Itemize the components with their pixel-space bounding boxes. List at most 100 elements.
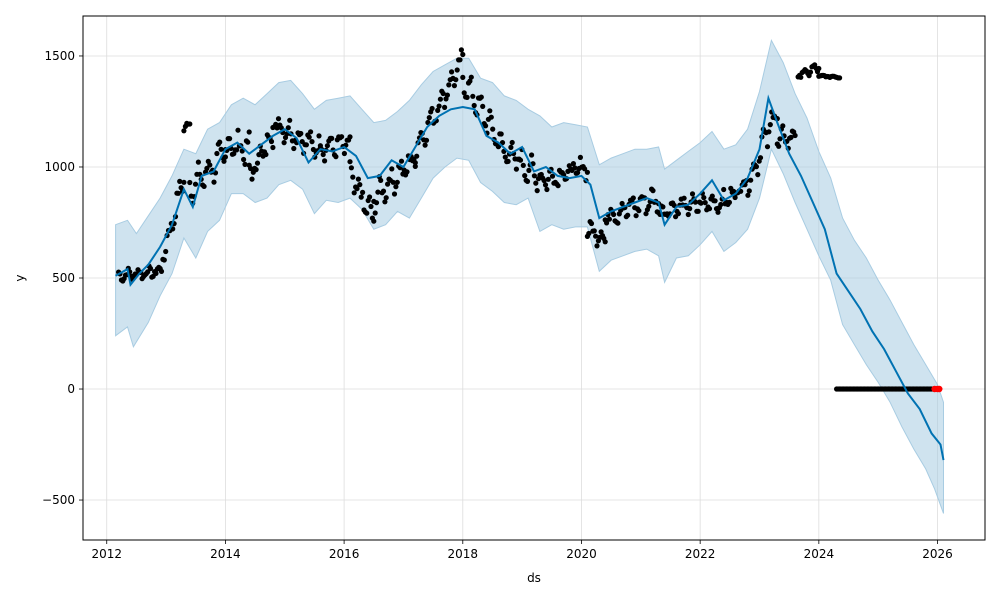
observed-point	[354, 186, 360, 192]
observed-point	[393, 184, 399, 190]
observed-point	[544, 186, 550, 193]
observed-point	[588, 220, 595, 227]
observed-point	[619, 200, 625, 207]
observed-point	[248, 165, 254, 172]
observed-point	[451, 83, 457, 89]
x-axis-label: ds	[527, 571, 541, 585]
observed-point	[364, 210, 370, 216]
observed-point	[487, 108, 493, 114]
observed-point	[709, 193, 715, 199]
observed-point	[214, 150, 220, 157]
observed-point	[357, 182, 363, 188]
observed-point	[358, 194, 364, 200]
observed-point	[221, 158, 227, 164]
observed-point	[457, 57, 463, 63]
observed-point	[367, 194, 373, 200]
observed-point	[541, 177, 547, 184]
observed-point	[675, 211, 682, 217]
observed-point	[245, 139, 251, 145]
observed-point	[706, 206, 713, 212]
observed-point	[449, 69, 455, 75]
observed-point	[732, 194, 738, 201]
observed-point	[755, 172, 761, 178]
observed-point	[298, 130, 304, 137]
observed-point	[593, 233, 599, 239]
observed-point	[698, 200, 704, 206]
observed-point	[586, 230, 592, 237]
observed-point	[320, 151, 326, 158]
observed-point	[333, 154, 339, 160]
observed-point	[660, 204, 666, 210]
observed-point	[681, 195, 687, 201]
observed-point	[371, 218, 377, 224]
observed-point	[611, 211, 617, 218]
observed-point	[780, 123, 786, 129]
y-tick-label: 500	[52, 271, 75, 285]
observed-point	[650, 188, 656, 194]
observed-point	[217, 139, 223, 145]
observed-point	[324, 143, 330, 149]
observed-point	[412, 160, 418, 166]
observed-point	[391, 191, 398, 197]
observed-point	[570, 161, 577, 167]
observed-point	[350, 174, 356, 180]
observed-point	[777, 136, 783, 142]
observed-point	[636, 208, 642, 214]
observed-point	[175, 190, 181, 196]
observed-point	[341, 150, 347, 157]
observed-point	[480, 103, 486, 109]
observed-point	[446, 82, 452, 88]
y-axis: −500 0 500 1000 1500	[42, 49, 83, 507]
observed-point	[807, 69, 814, 75]
observed-point	[222, 154, 228, 160]
observed-point	[577, 154, 584, 160]
observed-point	[231, 151, 237, 157]
observed-point	[322, 158, 328, 164]
observed-point	[490, 126, 496, 132]
observed-point	[347, 134, 353, 140]
observed-point	[689, 191, 696, 197]
observed-point	[382, 199, 388, 205]
observed-point	[715, 209, 721, 215]
observed-point	[218, 146, 224, 152]
observed-point	[718, 201, 724, 208]
observed-point	[767, 122, 773, 128]
observed-point	[339, 134, 345, 140]
observed-point	[394, 179, 400, 185]
observed-point	[458, 47, 464, 53]
highlight-points	[931, 385, 943, 393]
observed-point	[187, 121, 193, 127]
observed-point	[721, 186, 727, 193]
observed-point	[268, 138, 275, 145]
x-tick-label: 2020	[566, 547, 597, 561]
observed-point	[291, 145, 297, 152]
y-tick-label: 1500	[44, 49, 75, 63]
observed-point	[692, 199, 699, 205]
observed-point	[508, 144, 514, 150]
observed-point	[555, 183, 561, 189]
x-axis: 2012 2014 2016 2018 2020 2022 2024 2026	[91, 540, 953, 561]
observed-point	[263, 151, 269, 158]
observed-point	[435, 107, 441, 113]
observed-point	[234, 147, 240, 153]
observed-point	[572, 165, 578, 171]
observed-points	[116, 47, 938, 392]
observed-point	[287, 117, 293, 123]
observed-point	[498, 131, 504, 137]
observed-point	[615, 220, 621, 226]
observed-point	[542, 182, 549, 188]
observed-point	[594, 243, 600, 249]
observed-point	[211, 179, 217, 185]
observed-point	[748, 177, 754, 183]
observed-point	[517, 157, 524, 163]
highlight-point	[936, 385, 943, 393]
observed-point	[158, 268, 165, 274]
observed-point	[372, 210, 378, 216]
observed-point	[549, 173, 556, 179]
x-tick-label: 2018	[448, 547, 479, 561]
observed-point	[404, 169, 410, 175]
observed-point	[464, 94, 470, 100]
observed-point	[389, 166, 395, 172]
observed-point	[303, 142, 309, 148]
observed-point	[181, 179, 187, 185]
